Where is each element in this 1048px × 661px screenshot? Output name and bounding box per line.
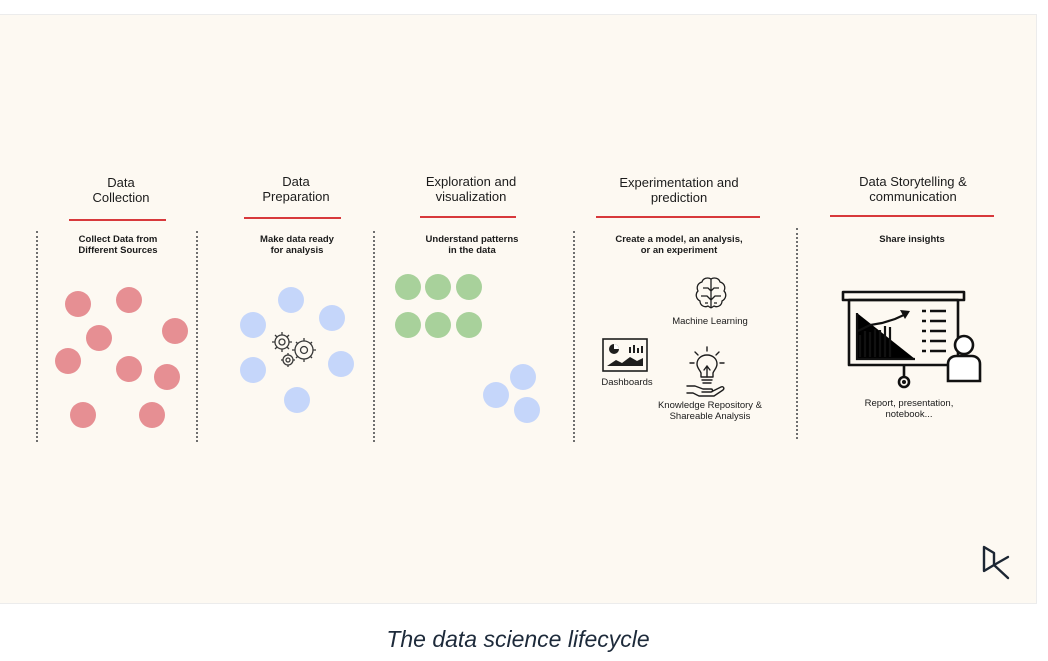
dotted-separator — [796, 228, 798, 439]
stage-underline — [244, 217, 341, 219]
data-point-dot — [284, 387, 310, 413]
stage-title-line: Preparation — [262, 189, 330, 204]
stage-subtitle-line: Create a model, an analysis, — [615, 234, 743, 245]
stage-title-line: prediction — [650, 190, 708, 205]
data-point-dot — [116, 356, 142, 382]
label-line: Shareable Analysis — [669, 411, 751, 422]
stage-title-line: Experimentation and — [619, 175, 739, 190]
stage-title-exploration: Exploration and visualization — [411, 174, 531, 204]
stage-title-line: visualization — [435, 189, 507, 204]
lifecycle-diagram-panel — [0, 14, 1037, 604]
stage-subtitle-line: Collect Data from — [78, 234, 158, 245]
stage-title-data-collection: Data Collection — [71, 175, 171, 205]
dashboard-icon — [602, 338, 648, 372]
data-point-dot — [240, 312, 266, 338]
stage-subtitle-line: or an experiment — [640, 245, 718, 256]
stage-title-line: Exploration and — [425, 174, 517, 189]
stage-subtitle-exploration: Understand patterns in the data — [412, 234, 532, 256]
dotted-separator — [573, 231, 575, 442]
data-point-dot — [425, 274, 451, 300]
report-label: Report, presentation, notebook... — [849, 398, 969, 420]
stage-title-line: Data Storytelling & — [859, 174, 967, 189]
dotted-separator — [373, 231, 375, 442]
data-point-dot — [65, 291, 91, 317]
data-point-dot — [116, 287, 142, 313]
data-point-dot — [139, 402, 165, 428]
stage-underline — [596, 216, 760, 218]
data-point-dot — [456, 312, 482, 338]
dotted-separator — [196, 231, 198, 442]
data-point-dot — [70, 402, 96, 428]
data-point-dot — [154, 364, 180, 390]
data-point-dot — [483, 382, 509, 408]
knowledge-repository-label: Knowledge Repository & Shareable Analysi… — [645, 400, 775, 422]
data-point-dot — [55, 348, 81, 374]
stage-title-storytelling: Data Storytelling & communication — [843, 174, 983, 204]
dashboards-label: Dashboards — [601, 377, 653, 388]
stage-title-line: Data — [107, 175, 135, 190]
stage-title-experimentation: Experimentation and prediction — [604, 175, 754, 205]
label-line: Report, presentation, — [864, 398, 954, 409]
stage-subtitle-line: for analysis — [270, 245, 324, 256]
stage-subtitle-preparation: Make data ready for analysis — [237, 234, 357, 256]
stage-subtitle-line: Make data ready — [260, 234, 334, 245]
machine-learning-label: Machine Learning — [672, 316, 748, 327]
stage-title-line: Collection — [92, 190, 150, 205]
stage-title-data-preparation: Data Preparation — [246, 174, 346, 204]
stage-subtitle-line: in the data — [448, 245, 496, 256]
presentation-board-icon — [841, 290, 982, 389]
data-point-dot — [395, 274, 421, 300]
data-point-dot — [240, 357, 266, 383]
stage-subtitle-storytelling: Share insights — [852, 234, 972, 245]
stage-underline — [69, 219, 166, 221]
datacamp-logo-icon — [982, 545, 1010, 580]
data-point-dot — [395, 312, 421, 338]
data-point-dot — [319, 305, 345, 331]
stage-title-line: communication — [869, 189, 957, 204]
data-point-dot — [456, 274, 482, 300]
stage-subtitle-collection: Collect Data from Different Sources — [58, 234, 178, 256]
stage-subtitle-experimentation: Create a model, an analysis, or an exper… — [604, 234, 754, 256]
label-line: Knowledge Repository & — [657, 400, 763, 411]
gears-icon — [272, 332, 316, 367]
data-point-dot — [328, 351, 354, 377]
stage-subtitle-line: Different Sources — [78, 245, 158, 256]
figure-caption: The data science lifecycle — [386, 626, 650, 652]
data-point-dot — [510, 364, 536, 390]
data-point-dot — [425, 312, 451, 338]
stage-subtitle-line: Understand patterns — [425, 234, 519, 245]
stage-underline — [420, 216, 516, 218]
data-point-dot — [162, 318, 188, 344]
stage-underline — [830, 215, 994, 217]
dotted-separator — [36, 231, 38, 442]
label-line: notebook... — [885, 409, 933, 420]
lightbulb-hand-icon — [686, 346, 725, 397]
data-point-dot — [514, 397, 540, 423]
brain-icon — [695, 277, 727, 309]
data-point-dot — [278, 287, 304, 313]
stage-title-line: Data — [282, 174, 310, 189]
stage-subtitle-line: Share insights — [879, 234, 945, 245]
data-point-dot — [86, 325, 112, 351]
